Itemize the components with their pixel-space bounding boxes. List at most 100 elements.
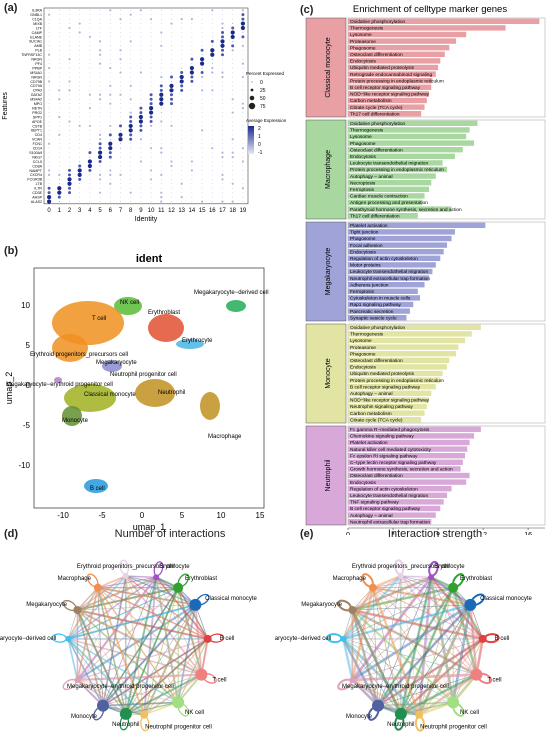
network-edge	[76, 576, 157, 611]
dotplot-dot	[160, 129, 162, 131]
term-label: Thermogenesis	[350, 128, 384, 134]
legend-avg-label: 0	[258, 142, 261, 148]
dotplot-dot	[89, 174, 91, 176]
network-edge	[77, 673, 202, 681]
dotplot-dot	[232, 107, 234, 109]
dotplot-dot	[58, 173, 61, 176]
dotplot-dot	[89, 81, 91, 82]
dotplot-dot	[89, 192, 91, 194]
dotplot-dot	[201, 147, 203, 149]
dotplot-dot	[150, 161, 152, 162]
network-edge	[377, 577, 432, 706]
dotplot-dot	[190, 57, 194, 61]
identity-tick: 5	[98, 208, 102, 214]
enrichment-bar	[348, 295, 421, 301]
dotplot-dot	[149, 110, 154, 115]
dotplot-dot	[120, 23, 121, 24]
dotplot-dot	[89, 121, 91, 122]
dotplot-dot	[181, 23, 183, 24]
network-edge	[400, 576, 420, 715]
enrichment-bar	[348, 78, 433, 84]
enrichment-bar	[348, 206, 452, 212]
dotplot-dot	[181, 45, 183, 47]
dotplot-dot	[149, 119, 153, 123]
network-edge	[352, 586, 454, 612]
dotplot-dot	[128, 123, 133, 129]
term-label: Osteoclast differentiation	[350, 52, 403, 58]
network-edge	[352, 587, 454, 681]
dotplot-dot	[99, 40, 102, 43]
dotplot-dot	[170, 164, 173, 168]
dotplot-dot	[109, 102, 112, 105]
dotplot-dot	[222, 67, 223, 69]
enrichment-bar	[348, 417, 422, 423]
dotplot-dot	[150, 178, 153, 181]
enrichment-bar	[348, 466, 461, 472]
identity-tick: 8	[129, 208, 133, 214]
network-edge	[177, 587, 203, 675]
network-edge	[77, 604, 196, 611]
dotplot-dot	[48, 183, 50, 185]
dotplot-dot	[191, 23, 193, 24]
dotplot-dot	[201, 27, 203, 29]
term-label: Retrograde endocannabinoid signaling	[350, 72, 432, 78]
dotplot-dot	[58, 178, 60, 180]
network-edge	[77, 577, 157, 611]
dotplot-dot	[68, 168, 71, 172]
network-edge	[97, 587, 179, 703]
dotplot-dot	[48, 94, 50, 96]
dotplot-dot	[88, 124, 91, 128]
dotplot-dot	[109, 201, 111, 202]
dotplot-dot	[222, 143, 223, 145]
dotplot-dot	[160, 75, 163, 79]
network-node-label: Megakaryocyte−derived cell	[275, 636, 331, 642]
dotplot-dot	[69, 72, 70, 73]
dotplot-dot	[191, 147, 193, 149]
dotplot-dot	[58, 14, 60, 16]
dotplot-dot	[170, 102, 173, 106]
dotplot-dot	[242, 192, 244, 194]
network-edge	[125, 638, 209, 715]
network-node	[189, 598, 202, 611]
label-mk-derived: Megakaryocyte−derived cell	[194, 290, 269, 296]
dotplot-dot	[191, 196, 193, 198]
dotplot-dot	[181, 147, 183, 149]
dotplot-dot	[69, 138, 70, 140]
feature-label: IL7R	[34, 187, 42, 191]
enrichment-bar	[348, 193, 425, 199]
dotplot-dot	[171, 152, 172, 154]
dotplot-dot	[201, 32, 203, 33]
network-edge	[418, 674, 477, 715]
dotplot-dot	[89, 89, 91, 91]
network-edge	[77, 575, 127, 611]
network-node	[372, 699, 384, 712]
term-label: Rap1 signaling pathway	[350, 302, 402, 308]
dotplot-dot	[89, 178, 91, 180]
dotplot-dot	[130, 161, 132, 162]
network-edge	[400, 575, 454, 703]
dotplot-dot	[222, 116, 223, 118]
dotplot-dot	[221, 75, 224, 79]
network-edge	[351, 576, 432, 612]
dotplot-dot	[201, 18, 203, 20]
dotplot-dot	[79, 138, 81, 140]
dotplot-dot	[109, 23, 111, 24]
dotplot-dot	[232, 178, 234, 180]
network-edge	[352, 575, 402, 611]
dotplot-dot	[58, 63, 60, 65]
dotplot-dot	[109, 165, 111, 167]
network-edge	[155, 577, 180, 703]
network-node	[349, 677, 356, 683]
network-edge	[343, 638, 454, 703]
label-nk: NK cell	[120, 300, 139, 306]
dotplot-dot	[120, 67, 121, 69]
dotplot-dot	[241, 35, 245, 39]
dotplot-dot	[57, 195, 61, 199]
feature-label: NRGN	[31, 75, 42, 79]
dotplot-dot	[140, 174, 142, 176]
dotplot-dot	[222, 63, 223, 65]
enrichment-panel: Enrichment of celltype marker genes Class…	[305, 4, 546, 535]
legend-pct-dot	[251, 81, 253, 83]
dotplot-dot	[130, 89, 132, 91]
